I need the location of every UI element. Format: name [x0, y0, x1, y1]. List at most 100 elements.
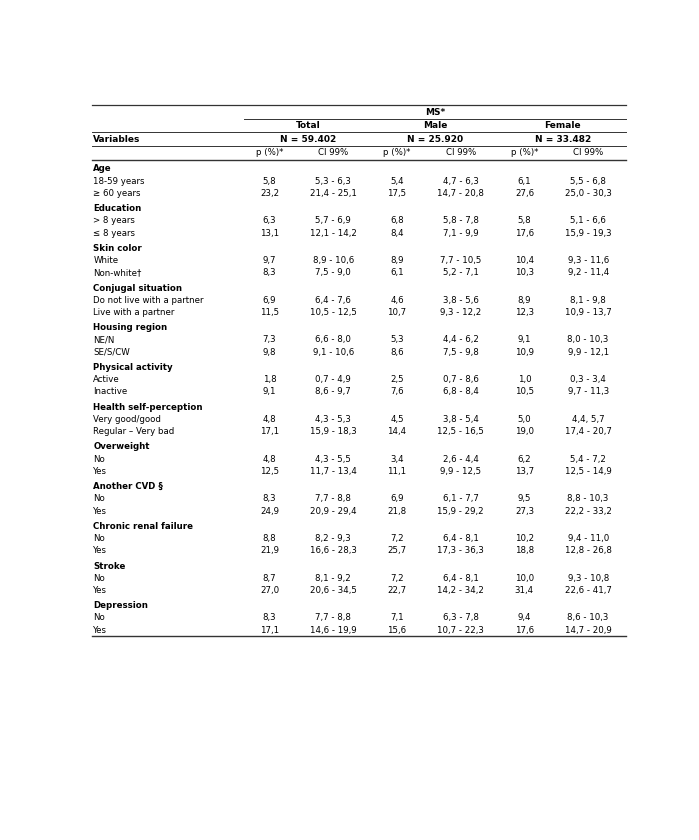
Text: Physical activity: Physical activity [94, 363, 173, 372]
Text: 2,6 - 4,4: 2,6 - 4,4 [442, 454, 479, 464]
Text: > 8 years: > 8 years [94, 217, 135, 225]
Text: No: No [94, 454, 105, 464]
Text: 19,0: 19,0 [515, 427, 534, 436]
Text: Yes: Yes [94, 586, 108, 595]
Text: 8,9 - 10,6: 8,9 - 10,6 [312, 256, 354, 265]
Text: 1,0: 1,0 [518, 375, 531, 384]
Text: 10,3: 10,3 [515, 268, 534, 277]
Text: 6,3 - 7,8: 6,3 - 7,8 [442, 613, 479, 622]
Text: 9,1: 9,1 [518, 335, 531, 344]
Text: 9,7 - 11,3: 9,7 - 11,3 [568, 387, 609, 396]
Text: 17,6: 17,6 [515, 626, 534, 635]
Text: 18,8: 18,8 [515, 546, 534, 555]
Text: Total: Total [296, 121, 320, 130]
Text: 7,5 - 9,0: 7,5 - 9,0 [315, 268, 351, 277]
Text: 14,7 - 20,8: 14,7 - 20,8 [438, 189, 484, 197]
Text: Yes: Yes [94, 626, 108, 635]
Text: 5,0: 5,0 [518, 415, 531, 424]
Text: 15,9 - 29,2: 15,9 - 29,2 [438, 507, 484, 516]
Text: Non-white†: Non-white† [94, 268, 142, 277]
Text: 11,5: 11,5 [260, 308, 279, 317]
Text: SE/S/CW: SE/S/CW [94, 348, 130, 357]
Text: 22,7: 22,7 [387, 586, 407, 595]
Text: 12,5 - 16,5: 12,5 - 16,5 [438, 427, 484, 436]
Text: Education: Education [94, 204, 142, 213]
Text: 8,1 - 9,8: 8,1 - 9,8 [570, 296, 606, 305]
Text: No: No [94, 613, 105, 622]
Text: 8,3: 8,3 [263, 613, 276, 622]
Text: 21,4 - 25,1: 21,4 - 25,1 [310, 189, 356, 197]
Text: 3,8 - 5,6: 3,8 - 5,6 [442, 296, 479, 305]
Text: 3,8 - 5,4: 3,8 - 5,4 [442, 415, 479, 424]
Text: Female: Female [545, 121, 581, 130]
Text: 6,2: 6,2 [518, 454, 531, 464]
Text: 6,4 - 7,6: 6,4 - 7,6 [315, 296, 351, 305]
Text: 16,6 - 28,3: 16,6 - 28,3 [310, 546, 356, 555]
Text: 6,1: 6,1 [390, 268, 404, 277]
Text: 14,4: 14,4 [387, 427, 407, 436]
Text: Health self-perception: Health self-perception [94, 402, 203, 412]
Text: White: White [94, 256, 118, 265]
Text: 22,6 - 41,7: 22,6 - 41,7 [565, 586, 612, 595]
Text: 6,6 - 8,0: 6,6 - 8,0 [315, 335, 351, 344]
Text: 6,4 - 8,1: 6,4 - 8,1 [442, 534, 479, 543]
Text: 18-59 years: 18-59 years [94, 176, 145, 186]
Text: Inactive: Inactive [94, 387, 128, 396]
Text: 13,1: 13,1 [260, 228, 279, 238]
Text: 9,3 - 12,2: 9,3 - 12,2 [440, 308, 482, 317]
Text: Very good/good: Very good/good [94, 415, 161, 424]
Text: 17,1: 17,1 [260, 626, 279, 635]
Text: Active: Active [94, 375, 120, 384]
Text: MS*: MS* [425, 108, 445, 117]
Text: 27,3: 27,3 [515, 507, 534, 516]
Text: 4,4 - 6,2: 4,4 - 6,2 [442, 335, 479, 344]
Text: 10,9: 10,9 [515, 348, 534, 357]
Text: 12,1 - 14,2: 12,1 - 14,2 [310, 228, 356, 238]
Text: 8,0 - 10,3: 8,0 - 10,3 [568, 335, 609, 344]
Text: 7,7 - 8,8: 7,7 - 8,8 [315, 613, 351, 622]
Text: 10,7: 10,7 [387, 308, 407, 317]
Text: Do not live with a partner: Do not live with a partner [94, 296, 204, 305]
Text: 9,9 - 12,1: 9,9 - 12,1 [568, 348, 609, 357]
Text: 4,7 - 6,3: 4,7 - 6,3 [442, 176, 479, 186]
Text: Yes: Yes [94, 546, 108, 555]
Text: 6,9: 6,9 [263, 296, 276, 305]
Text: 4,8: 4,8 [263, 415, 276, 424]
Text: No: No [94, 534, 105, 543]
Text: Variables: Variables [94, 134, 140, 144]
Text: Chronic renal failure: Chronic renal failure [94, 522, 194, 531]
Text: p (%)*: p (%)* [256, 149, 283, 157]
Text: 6,8 - 8,4: 6,8 - 8,4 [442, 387, 479, 396]
Text: 9,3 - 10,8: 9,3 - 10,8 [568, 574, 609, 583]
Text: Regular – Very bad: Regular – Very bad [94, 427, 175, 436]
Text: 14,7 - 20,9: 14,7 - 20,9 [565, 626, 612, 635]
Text: 27,0: 27,0 [260, 586, 279, 595]
Text: 8,3: 8,3 [263, 495, 276, 503]
Text: 17,6: 17,6 [515, 228, 534, 238]
Text: Overweight: Overweight [94, 443, 150, 451]
Text: 0,7 - 4,9: 0,7 - 4,9 [315, 375, 351, 384]
Text: 7,6: 7,6 [390, 387, 404, 396]
Text: N = 59.402: N = 59.402 [280, 134, 336, 144]
Text: 11,1: 11,1 [387, 467, 407, 475]
Text: 10,9 - 13,7: 10,9 - 13,7 [565, 308, 612, 317]
Text: Conjugal situation: Conjugal situation [94, 284, 182, 292]
Text: 15,9 - 19,3: 15,9 - 19,3 [565, 228, 612, 238]
Text: 31,4: 31,4 [515, 586, 534, 595]
Text: 12,8 - 26,8: 12,8 - 26,8 [565, 546, 612, 555]
Text: 8,9: 8,9 [518, 296, 531, 305]
Text: 9,3 - 11,6: 9,3 - 11,6 [568, 256, 609, 265]
Text: 6,1 - 7,7: 6,1 - 7,7 [442, 495, 479, 503]
Text: 12,5 - 14,9: 12,5 - 14,9 [565, 467, 612, 475]
Text: 7,2: 7,2 [390, 534, 404, 543]
Text: Skin color: Skin color [94, 244, 142, 253]
Text: 15,9 - 18,3: 15,9 - 18,3 [310, 427, 356, 436]
Text: 8,8 - 10,3: 8,8 - 10,3 [568, 495, 609, 503]
Text: Yes: Yes [94, 507, 108, 516]
Text: 22,2 - 33,2: 22,2 - 33,2 [565, 507, 612, 516]
Text: 4,8: 4,8 [263, 454, 276, 464]
Text: 12,3: 12,3 [515, 308, 534, 317]
Text: p (%)*: p (%)* [383, 149, 411, 157]
Text: 17,1: 17,1 [260, 427, 279, 436]
Text: Depression: Depression [94, 601, 148, 611]
